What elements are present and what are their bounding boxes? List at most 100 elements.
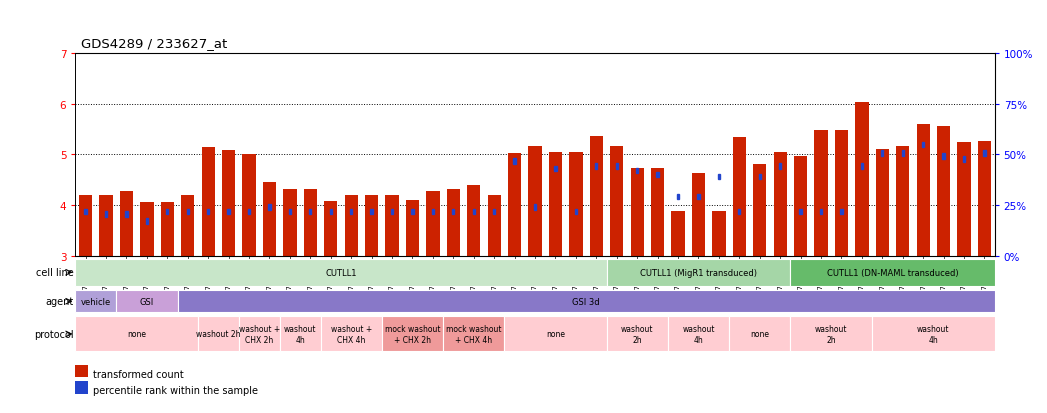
Bar: [896, 146, 910, 256]
Bar: [280, 317, 320, 351]
Text: none: none: [751, 330, 770, 339]
Text: vehicle: vehicle: [81, 297, 111, 306]
Bar: [467, 185, 481, 256]
Text: CUTLL1 (MigR1 transduced): CUTLL1 (MigR1 transduced): [640, 268, 757, 277]
Bar: [738, 209, 740, 215]
Bar: [140, 202, 154, 256]
Bar: [779, 164, 781, 169]
Bar: [942, 154, 944, 159]
Bar: [774, 153, 786, 256]
Bar: [595, 164, 598, 169]
Bar: [834, 131, 848, 256]
Bar: [529, 146, 541, 256]
Text: none: none: [545, 330, 565, 339]
Bar: [325, 202, 337, 256]
Bar: [447, 189, 460, 256]
Bar: [75, 290, 116, 313]
Bar: [671, 211, 685, 256]
Text: GDS4289 / 233627_at: GDS4289 / 233627_at: [81, 37, 227, 50]
Text: none: none: [127, 330, 147, 339]
Text: agent: agent: [45, 297, 73, 306]
Bar: [105, 212, 107, 217]
Bar: [365, 196, 378, 256]
Bar: [978, 141, 992, 256]
Bar: [411, 209, 414, 215]
Bar: [957, 142, 971, 256]
Bar: [677, 194, 680, 199]
Bar: [534, 205, 536, 210]
Bar: [166, 209, 169, 215]
Bar: [493, 209, 495, 215]
Text: washout
4h: washout 4h: [683, 325, 715, 344]
Bar: [610, 146, 623, 256]
Bar: [452, 209, 454, 215]
Bar: [513, 159, 516, 164]
Bar: [800, 209, 802, 215]
Text: washout +
CHX 4h: washout + CHX 4h: [331, 325, 372, 344]
Bar: [371, 209, 373, 215]
Bar: [820, 209, 822, 215]
Bar: [320, 317, 382, 351]
Bar: [570, 152, 582, 256]
Bar: [75, 259, 606, 286]
Bar: [872, 317, 995, 351]
Bar: [815, 131, 827, 256]
Bar: [344, 196, 358, 256]
Text: cell line: cell line: [36, 268, 73, 278]
Bar: [198, 317, 239, 351]
Bar: [963, 157, 965, 162]
Bar: [126, 212, 128, 217]
Bar: [692, 173, 705, 256]
Bar: [263, 183, 276, 256]
Bar: [554, 166, 557, 172]
Bar: [656, 172, 659, 178]
Bar: [855, 102, 869, 256]
Bar: [651, 169, 664, 256]
Bar: [916, 125, 930, 256]
Bar: [636, 168, 639, 174]
Bar: [350, 209, 352, 215]
Text: CUTLL1 (DN-MAML transduced): CUTLL1 (DN-MAML transduced): [827, 268, 958, 277]
Bar: [239, 317, 280, 351]
Bar: [790, 259, 995, 286]
Bar: [309, 209, 311, 215]
Text: GSI 3d: GSI 3d: [573, 297, 600, 306]
Text: GSI: GSI: [139, 297, 154, 306]
Bar: [712, 211, 726, 256]
Bar: [207, 209, 209, 215]
Bar: [668, 317, 729, 351]
Bar: [753, 164, 766, 256]
Bar: [431, 209, 435, 215]
Bar: [508, 154, 521, 256]
Bar: [181, 196, 195, 256]
Bar: [575, 209, 577, 215]
Bar: [790, 317, 872, 351]
Bar: [875, 150, 889, 256]
Bar: [922, 142, 925, 148]
Bar: [616, 164, 618, 169]
Text: mock washout
+ CHX 4h: mock washout + CHX 4h: [446, 325, 502, 344]
Bar: [406, 201, 419, 256]
Bar: [79, 196, 92, 256]
Bar: [733, 138, 745, 256]
Bar: [289, 209, 291, 215]
Bar: [841, 209, 843, 215]
Bar: [759, 174, 761, 180]
Bar: [385, 196, 399, 256]
Bar: [589, 137, 603, 256]
Text: CUTLL1: CUTLL1: [326, 268, 357, 277]
Text: washout
4h: washout 4h: [284, 325, 316, 344]
Bar: [606, 317, 668, 351]
Bar: [382, 317, 443, 351]
Bar: [505, 317, 606, 351]
Bar: [243, 155, 255, 256]
Bar: [983, 151, 985, 157]
Text: washout
2h: washout 2h: [621, 325, 653, 344]
Bar: [284, 189, 296, 256]
Bar: [330, 209, 332, 215]
Text: mock washout
+ CHX 2h: mock washout + CHX 2h: [384, 325, 440, 344]
Bar: [222, 151, 236, 256]
Text: percentile rank within the sample: percentile rank within the sample: [93, 385, 259, 395]
Bar: [304, 189, 317, 256]
Text: transformed count: transformed count: [93, 369, 184, 379]
